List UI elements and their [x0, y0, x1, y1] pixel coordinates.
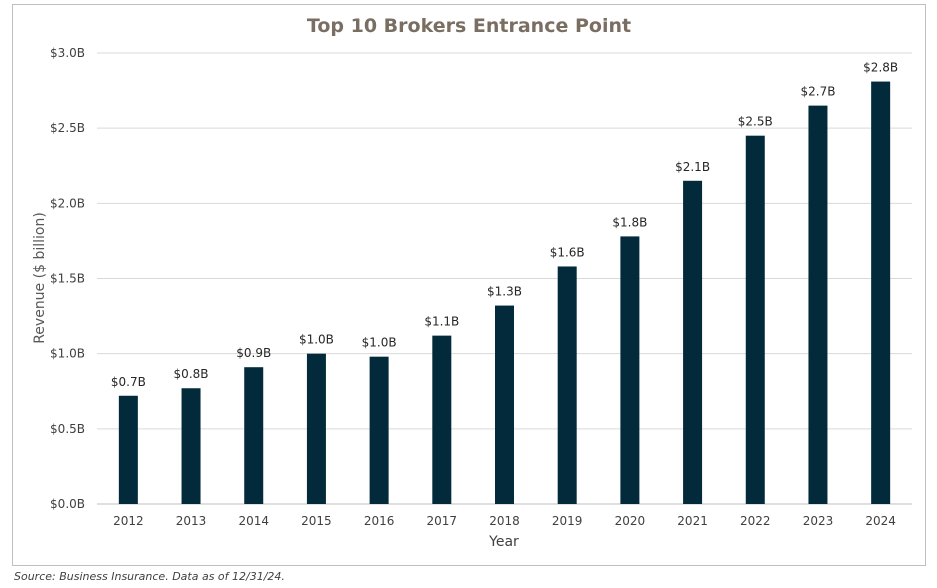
data-label: $0.9B: [236, 346, 271, 360]
data-label: $2.8B: [863, 61, 898, 75]
bars: [118, 81, 891, 505]
bar: [620, 236, 640, 504]
source-note: Source: Business Insurance. Data as of 1…: [14, 570, 285, 583]
data-label: $0.7B: [111, 375, 146, 389]
y-tick-label: $2.5B: [50, 121, 85, 135]
y-tick-label: $2.0B: [50, 196, 85, 210]
x-tick-label: 2023: [803, 514, 834, 528]
x-tick-label: 2021: [677, 514, 708, 528]
y-axis-label: Revenue ($ billion): [32, 212, 48, 344]
bar-chart: Top 10 Brokers Entrance Point $0.0B $0.5B…: [32, 15, 912, 550]
gridlines: [97, 52, 912, 505]
x-axis-ticks: 2012 2013 2014 2015 2016 2017 2018 2019 2020 2021…: [113, 514, 896, 528]
x-tick-label: 2019: [552, 514, 583, 528]
x-tick-label: 2018: [489, 514, 520, 528]
x-tick-label: 2017: [427, 514, 458, 528]
bar: [306, 353, 326, 504]
bar: [683, 180, 703, 505]
data-label: $2.7B: [800, 85, 835, 99]
x-tick-label: 2012: [113, 514, 144, 528]
y-tick-label: $0.5B: [50, 422, 85, 436]
data-label: $0.8B: [174, 367, 209, 381]
data-label: $2.1B: [675, 160, 710, 174]
x-tick-label: 2013: [176, 514, 207, 528]
data-label: $2.5B: [738, 115, 773, 129]
bar: [432, 335, 452, 504]
bar: [557, 266, 577, 504]
y-axis-ticks: $0.0B $0.5B $1.0B $1.5B $2.0B $2.5B $3.0B: [50, 46, 85, 511]
x-tick-label: 2020: [615, 514, 646, 528]
x-axis-label: Year: [488, 534, 519, 550]
data-labels: $0.7B $0.8B $0.9B $1.0B $1.0B $1.1B $1.3B $1.6B…: [111, 61, 898, 389]
bar: [118, 395, 138, 504]
bar: [495, 305, 514, 504]
y-tick-label: $1.0B: [50, 347, 85, 361]
data-label: $1.3B: [487, 285, 522, 299]
x-tick-label: 2015: [301, 514, 332, 528]
bar: [244, 367, 264, 504]
data-label: $1.0B: [299, 333, 334, 347]
data-label: $1.8B: [612, 215, 647, 229]
x-tick-label: 2024: [865, 514, 896, 528]
bar: [369, 356, 389, 504]
bar: [181, 388, 201, 504]
bar: [745, 135, 765, 504]
chart-title: Top 10 Brokers Entrance Point: [307, 15, 631, 37]
x-tick-label: 2022: [740, 514, 771, 528]
data-label: $1.0B: [362, 336, 397, 350]
y-tick-label: $1.5B: [50, 272, 85, 286]
bar: [871, 81, 891, 505]
y-tick-label: $3.0B: [50, 46, 85, 60]
x-tick-label: 2014: [238, 514, 269, 528]
chart-frame: [12, 4, 926, 566]
data-label: $1.6B: [550, 245, 585, 259]
bar: [808, 105, 828, 504]
y-tick-label: $0.0B: [50, 497, 85, 511]
x-tick-label: 2016: [364, 514, 395, 528]
data-label: $1.1B: [424, 315, 459, 329]
